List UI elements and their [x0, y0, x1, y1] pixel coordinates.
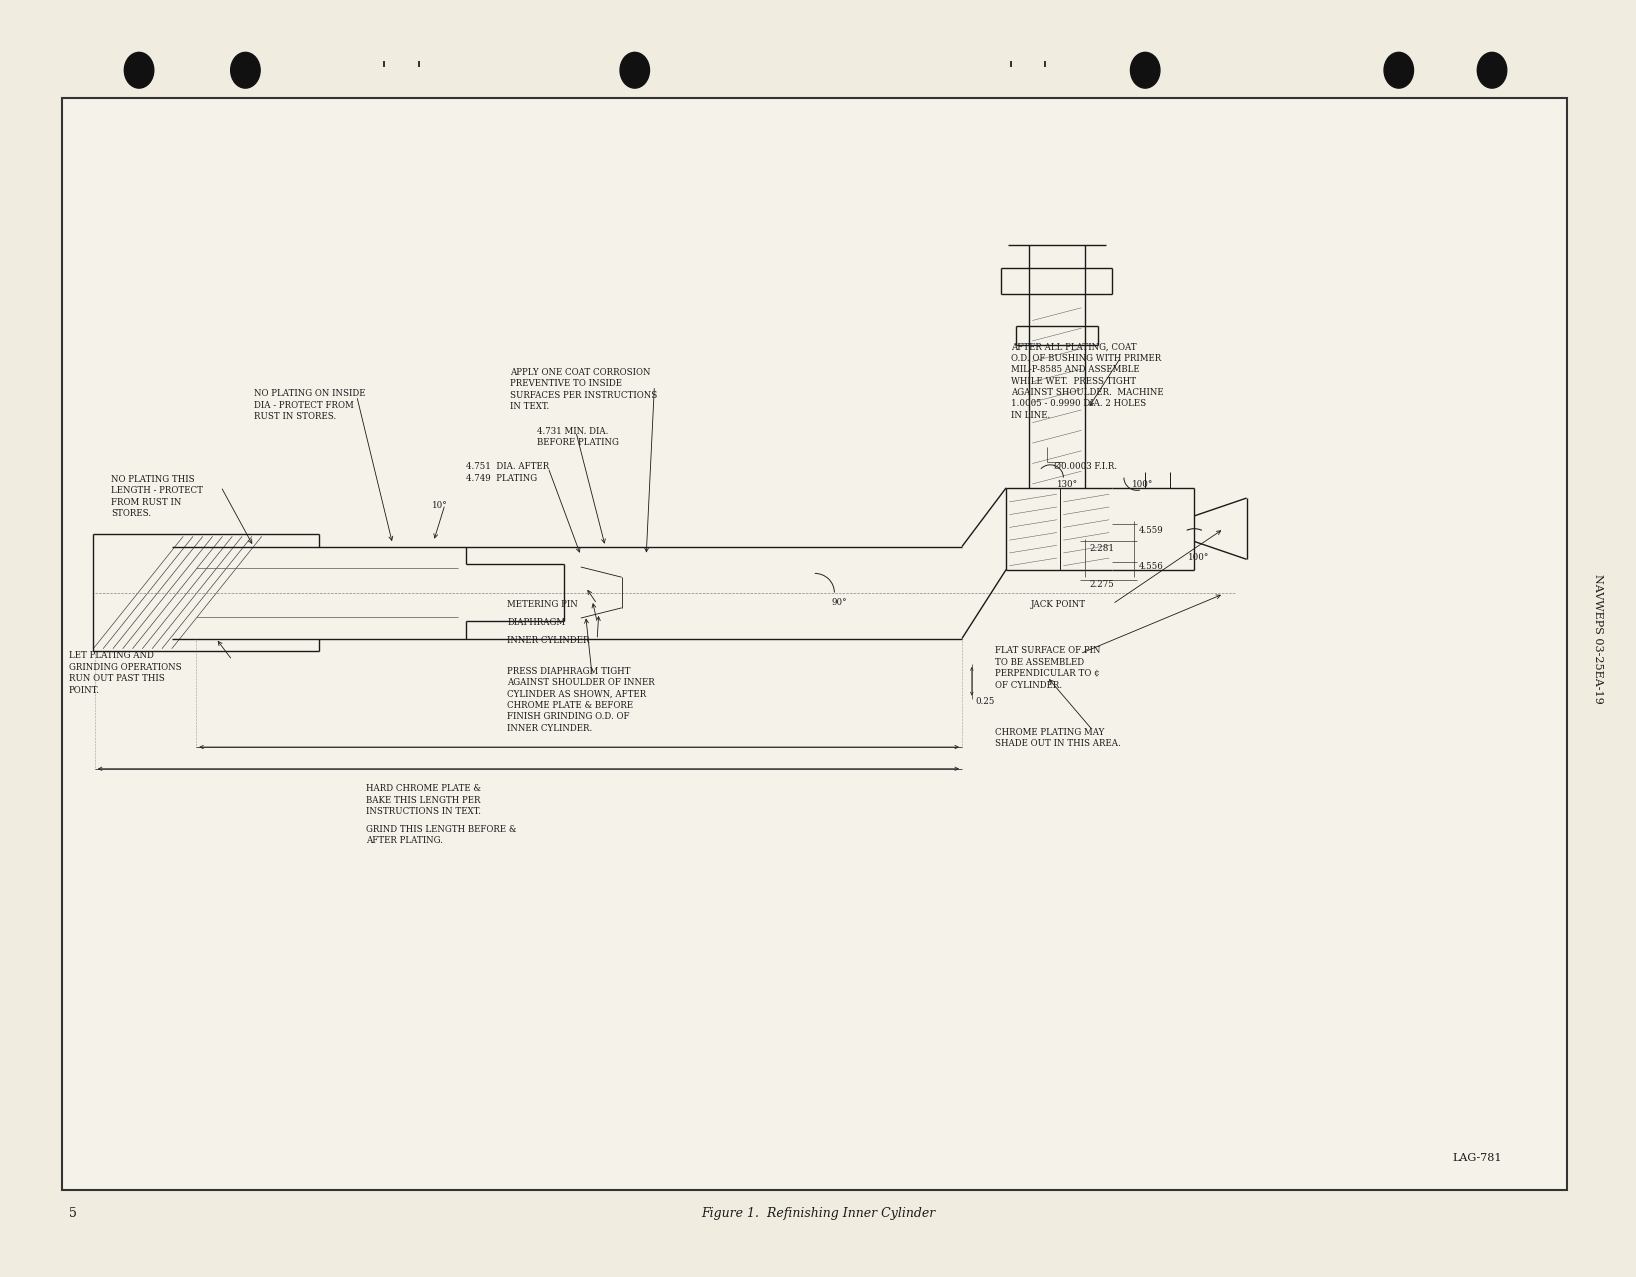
- Ellipse shape: [1130, 52, 1160, 88]
- Text: NO PLATING ON INSIDE
DIA - PROTECT FROM
RUST IN STORES.: NO PLATING ON INSIDE DIA - PROTECT FROM …: [254, 389, 365, 421]
- Text: PRESS DIAPHRAGM TIGHT
AGAINST SHOULDER OF INNER
CYLINDER AS SHOWN, AFTER
CHROME : PRESS DIAPHRAGM TIGHT AGAINST SHOULDER O…: [507, 667, 654, 733]
- Text: AFTER ALL PLATING, COAT
O.D. OF BUSHING WITH PRIMER
MIL-P-8585 AND ASSEMBLE
WHIL: AFTER ALL PLATING, COAT O.D. OF BUSHING …: [1011, 342, 1163, 420]
- Text: 130°: 130°: [1057, 480, 1078, 489]
- Text: 4.559: 4.559: [1139, 526, 1163, 535]
- Ellipse shape: [1384, 52, 1414, 88]
- Text: JACK POINT: JACK POINT: [1031, 600, 1086, 609]
- Text: 4.731 MIN. DIA.
BEFORE PLATING: 4.731 MIN. DIA. BEFORE PLATING: [537, 427, 618, 447]
- Text: 100°: 100°: [1188, 553, 1209, 562]
- Text: HARD CHROME PLATE &
BAKE THIS LENGTH PER
INSTRUCTIONS IN TEXT.: HARD CHROME PLATE & BAKE THIS LENGTH PER…: [366, 784, 481, 816]
- Text: GRIND THIS LENGTH BEFORE &
AFTER PLATING.: GRIND THIS LENGTH BEFORE & AFTER PLATING…: [366, 825, 517, 845]
- Text: NAVWEPS 03-25EA-19: NAVWEPS 03-25EA-19: [1593, 573, 1603, 704]
- Bar: [62, 98, 1567, 1190]
- Text: Figure 1.  Refinishing Inner Cylinder: Figure 1. Refinishing Inner Cylinder: [700, 1207, 936, 1220]
- Ellipse shape: [124, 52, 154, 88]
- Text: 4.556: 4.556: [1139, 562, 1163, 571]
- Ellipse shape: [231, 52, 260, 88]
- Text: 100°: 100°: [1132, 480, 1153, 489]
- Text: 10°: 10°: [432, 501, 448, 510]
- Text: LAG-781: LAG-781: [1453, 1153, 1502, 1163]
- Text: FLAT SURFACE OF PIN
TO BE ASSEMBLED
PERPENDICULAR TO ¢
OF CYLINDER.: FLAT SURFACE OF PIN TO BE ASSEMBLED PERP…: [995, 646, 1099, 690]
- Text: APPLY ONE COAT CORROSION
PREVENTIVE TO INSIDE
SURFACES PER INSTRUCTIONS
IN TEXT.: APPLY ONE COAT CORROSION PREVENTIVE TO I…: [510, 368, 658, 411]
- Text: CHROME PLATING MAY
SHADE OUT IN THIS AREA.: CHROME PLATING MAY SHADE OUT IN THIS ARE…: [995, 728, 1121, 748]
- Text: Ø0.0003 F.I.R.: Ø0.0003 F.I.R.: [1054, 462, 1117, 471]
- Text: 90°: 90°: [831, 598, 847, 607]
- Ellipse shape: [620, 52, 649, 88]
- Text: 4.751  DIA. AFTER
4.749  PLATING: 4.751 DIA. AFTER 4.749 PLATING: [466, 462, 550, 483]
- Text: DIAPHRAGM: DIAPHRAGM: [507, 618, 566, 627]
- Text: INNER CYLINDER: INNER CYLINDER: [507, 636, 589, 645]
- Text: 2.281: 2.281: [1090, 544, 1114, 553]
- Text: 2.275: 2.275: [1090, 580, 1114, 589]
- Ellipse shape: [1477, 52, 1507, 88]
- Text: METERING PIN: METERING PIN: [507, 600, 578, 609]
- Text: NO PLATING THIS
LENGTH - PROTECT
FROM RUST IN
STORES.: NO PLATING THIS LENGTH - PROTECT FROM RU…: [111, 475, 203, 518]
- Text: 0.25: 0.25: [975, 697, 995, 706]
- Text: 5: 5: [69, 1207, 77, 1220]
- Text: LET PLATING AND
GRINDING OPERATIONS
RUN OUT PAST THIS
POINT.: LET PLATING AND GRINDING OPERATIONS RUN …: [69, 651, 182, 695]
